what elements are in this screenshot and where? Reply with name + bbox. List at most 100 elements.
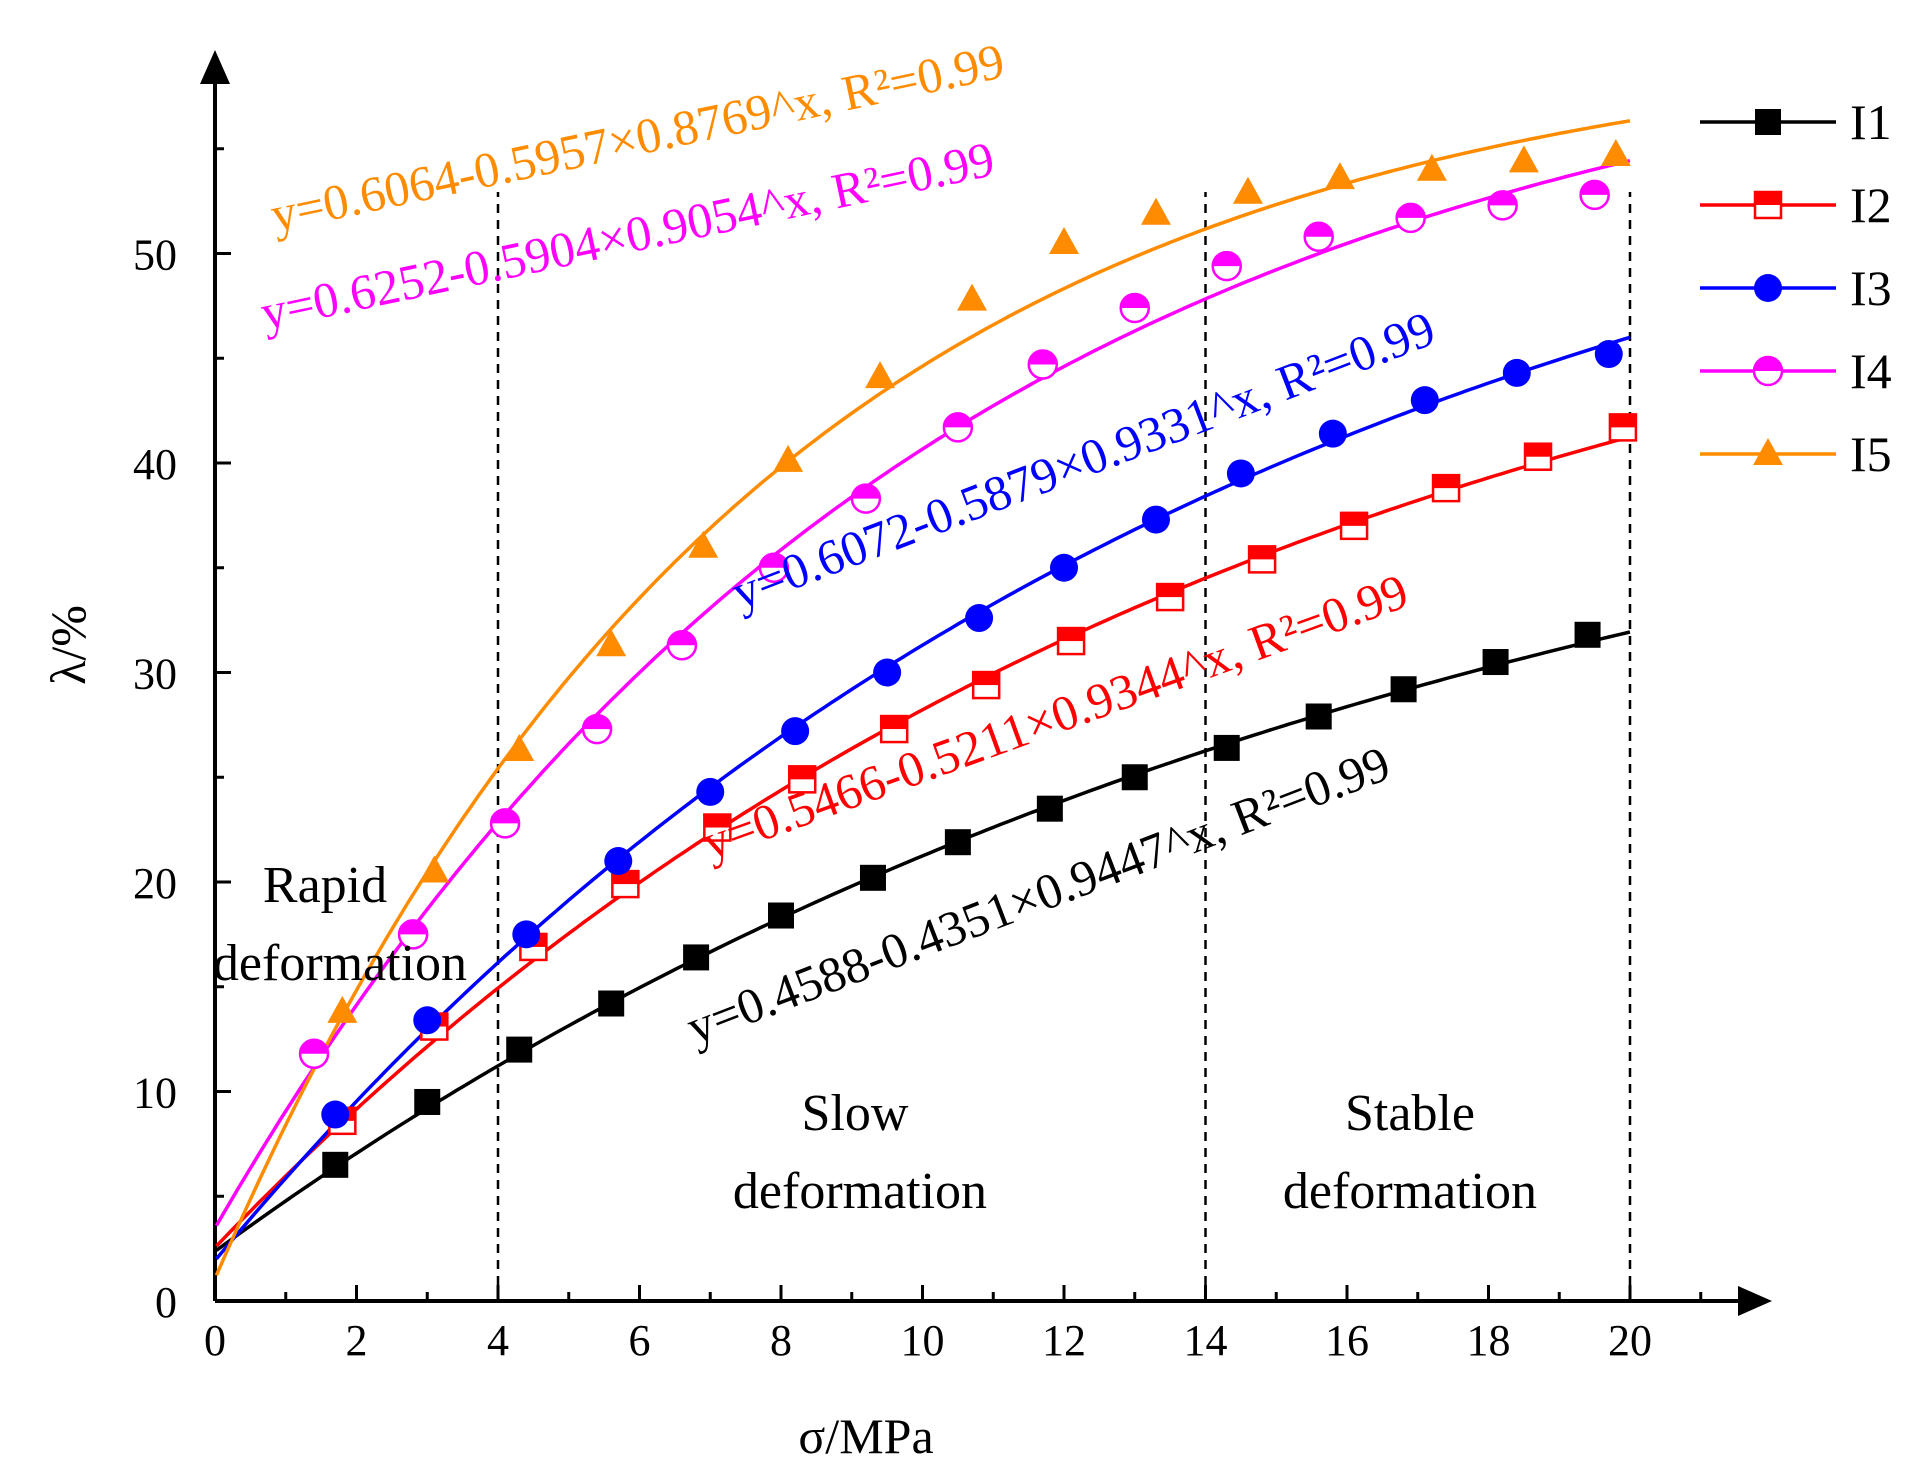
marker-i5 (419, 855, 450, 883)
marker-i2-fill (1609, 414, 1636, 428)
region-labels: Rapid deformation Slow deformation Stabl… (213, 857, 1537, 1220)
marker-i3 (696, 777, 725, 806)
legend-marker-i4 (1752, 355, 1784, 387)
marker-i5 (327, 995, 358, 1023)
marker-i3 (1594, 340, 1623, 369)
marker-i5 (1324, 162, 1355, 190)
marker-i2 (879, 714, 909, 744)
marker-i4-fill (1120, 293, 1149, 308)
marker-i1 (1482, 649, 1509, 676)
marker-i2 (1431, 473, 1461, 503)
legend-marker-i2-fill (1755, 192, 1781, 205)
marker-i2-fill (1249, 546, 1276, 560)
marker-i3 (512, 920, 541, 949)
marker-i4 (1579, 179, 1610, 211)
marker-i3 (1226, 459, 1255, 488)
legend-marker-i4-fill (1754, 357, 1782, 371)
marker-i3 (1410, 386, 1439, 415)
marker-i2 (703, 813, 732, 842)
marker-i2 (1056, 626, 1086, 656)
x-ticks: 0 2 4 6 8 10 12 14 16 18 20 (204, 1285, 1703, 1365)
marker-i3 (1318, 419, 1347, 448)
fit-curve-i2 (215, 435, 1631, 1248)
marker-i5 (596, 629, 627, 657)
marker-i5 (1600, 139, 1631, 167)
x-tick-label: 6 (629, 1316, 651, 1365)
marker-i1 (1390, 676, 1417, 703)
marker-i1 (598, 990, 625, 1017)
y-tick-label: 10 (133, 1069, 177, 1118)
marker-i4-fill (1396, 203, 1425, 218)
marker-i3 (604, 847, 633, 876)
legend-marker-i1 (1755, 109, 1781, 135)
legend-label-i2: I2 (1850, 177, 1892, 233)
marker-i4 (758, 552, 790, 583)
x-tick-label: 2 (346, 1316, 368, 1365)
y-tick-label: 20 (133, 859, 177, 908)
marker-i4 (397, 919, 429, 950)
legend-label-i5: I5 (1850, 426, 1892, 482)
marker-i4-fill (583, 715, 612, 730)
marker-i4-fill (1488, 191, 1517, 206)
marker-i2 (1247, 545, 1277, 574)
y-axis-arrow-icon (200, 50, 230, 84)
marker-i4 (942, 412, 974, 443)
marker-i2-fill (1433, 475, 1460, 489)
x-tick-label: 4 (487, 1316, 509, 1365)
marker-i1 (506, 1036, 533, 1063)
marker-i2 (611, 869, 640, 899)
x-tick-label: 8 (770, 1316, 792, 1365)
marker-i4 (1027, 349, 1059, 380)
x-tick-label: 20 (1608, 1316, 1652, 1365)
y-ticks: 0 10 20 30 40 50 (133, 147, 231, 1327)
marker-i4 (1487, 190, 1518, 221)
marker-i3 (1502, 358, 1531, 387)
marker-i4-fill (300, 1039, 329, 1054)
marker-i3 (965, 604, 994, 633)
marker-i4-fill (1212, 252, 1241, 267)
marker-i4 (298, 1038, 330, 1070)
marker-i5 (1508, 145, 1539, 173)
region-stable-line2: deformation (1283, 1163, 1537, 1220)
marker-i3 (1050, 553, 1078, 582)
marker-i5 (1140, 197, 1171, 225)
marker-i4 (489, 808, 521, 839)
y-axis-title: λ/% (40, 605, 96, 685)
marker-i5 (688, 530, 719, 558)
marker-i5 (957, 283, 988, 311)
marker-i2 (971, 670, 1001, 700)
marker-i4 (581, 713, 613, 745)
y-tick-label: 30 (133, 650, 177, 699)
marker-i3 (781, 717, 810, 746)
legend-marker-i3 (1754, 274, 1782, 302)
equation-i1: y=0.4588-0.4351×0.9447^x, R²=0.99 (679, 735, 1397, 1055)
fit-curve-i5 (214, 119, 1631, 1277)
marker-i4-fill (943, 413, 972, 428)
marker-i2 (1155, 582, 1185, 612)
marker-i4 (1303, 221, 1334, 252)
marker-i3 (321, 1100, 350, 1129)
marker-i3 (413, 1006, 442, 1035)
marker-i2-fill (789, 766, 816, 780)
region-stable-line1: Stable (1345, 1085, 1475, 1142)
marker-i3 (873, 658, 902, 687)
marker-i3 (1141, 505, 1170, 534)
marker-i2-fill (1525, 443, 1552, 457)
marker-i4-fill (399, 920, 428, 935)
legend-label-i1: I1 (1850, 94, 1892, 150)
y-tick-label: 50 (133, 231, 177, 280)
marker-i1 (322, 1151, 349, 1178)
marker-i1 (414, 1088, 441, 1115)
marker-i2-fill (973, 672, 1000, 686)
marker-i1 (859, 864, 886, 891)
x-tick-label: 14 (1184, 1316, 1228, 1365)
region-rapid-line2: deformation (213, 935, 467, 992)
x-tick-label: 0 (204, 1316, 226, 1365)
marker-i4-fill (759, 553, 788, 568)
region-rapid-line1: Rapid (263, 857, 387, 914)
marker-i5 (1416, 153, 1447, 181)
marker-i4-fill (667, 631, 696, 646)
marker-i4-fill (491, 809, 520, 824)
marker-i4 (850, 483, 882, 514)
x-tick-label: 18 (1467, 1316, 1511, 1365)
